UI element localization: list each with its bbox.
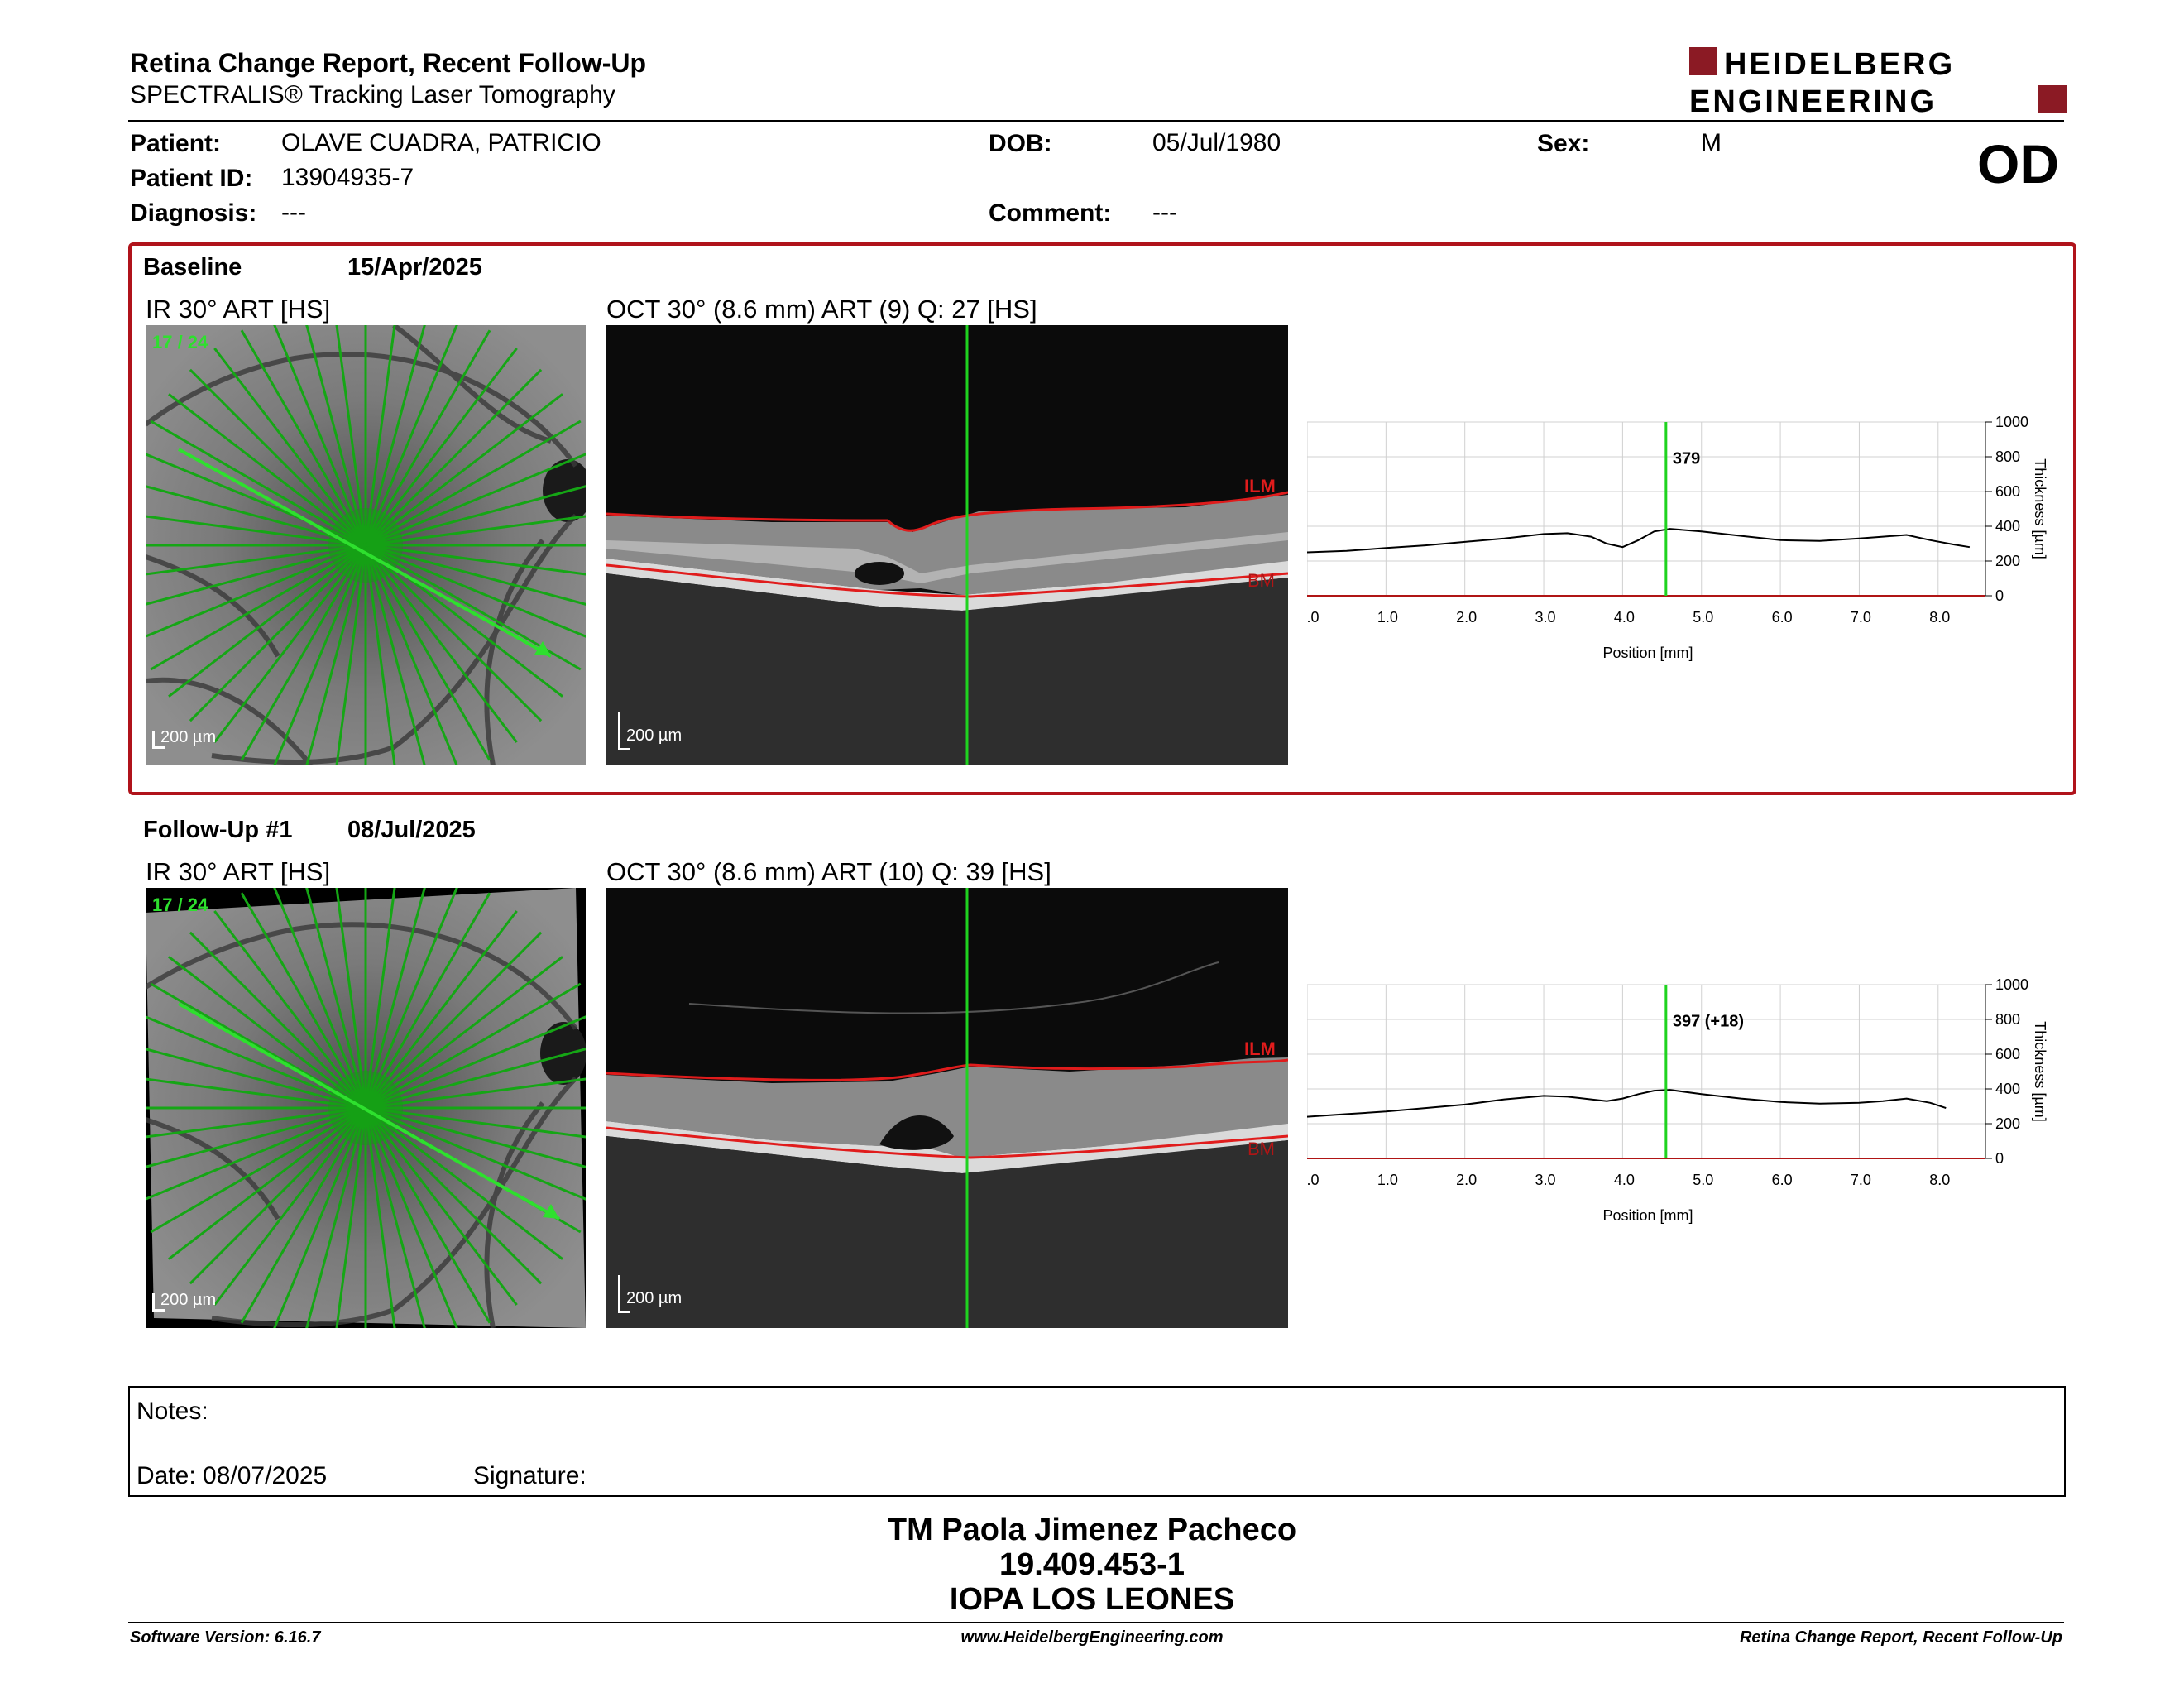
followup-ir-title: IR 30° ART [HS] <box>146 857 331 886</box>
footer-software-version: Software Version: 6.16.7 <box>130 1628 321 1647</box>
baseline-ir-scale: 200 µm <box>160 728 217 746</box>
followup-bm-label: BM <box>1248 1139 1275 1159</box>
baseline-label: Baseline <box>143 254 242 281</box>
notes-date: Date: 08/07/2025 <box>136 1462 328 1489</box>
followup-oct-image[interactable]: ILM BM 200 µm <box>606 888 1288 1328</box>
cursor-value-label: 397 (+18) <box>1673 1012 1744 1030</box>
followup-label: Follow-Up #1 <box>143 817 293 843</box>
thickness-line <box>1306 528 1971 554</box>
report-title: Retina Change Report, Recent Follow-Up <box>130 48 647 78</box>
y-tick-label: 400 <box>1995 1081 2020 1097</box>
comment-label: Comment: <box>989 199 1112 227</box>
notes-label: Notes: <box>136 1398 208 1425</box>
footer-report-name: Retina Change Report, Recent Follow-Up <box>1739 1628 2062 1647</box>
x-tick-label: 5.0 <box>1693 609 1713 626</box>
plot-area <box>1306 984 1986 1159</box>
comment-value: --- <box>1152 199 1177 226</box>
followup-oct-title: OCT 30° (8.6 mm) ART (10) Q: 39 [HS] <box>606 857 1051 886</box>
x-tick-label: 8.0 <box>1929 1172 1950 1188</box>
x-axis-label: Position [mm] <box>1602 645 1693 661</box>
baseline-oct-scale: 200 µm <box>626 727 682 745</box>
x-tick-label: 7.0 <box>1851 609 1871 626</box>
x-tick-label: 1.0 <box>1377 609 1398 626</box>
diagnosis-value: --- <box>281 199 306 226</box>
y-axis-label: Thickness [µm] <box>2032 1021 2048 1121</box>
sex-label: Sex: <box>1537 130 1590 157</box>
patient-label: Patient: <box>130 130 222 157</box>
thickness-line <box>1306 1089 1947 1118</box>
baseline-bm-label: BM <box>1248 570 1275 591</box>
x-tick-label: 2.0 <box>1456 1172 1477 1188</box>
baseline-scan-index: 17 / 24 <box>152 332 208 352</box>
y-tick-label: 200 <box>1995 553 2020 569</box>
footer-website[interactable]: www.HeidelbergEngineering.com <box>960 1628 1224 1647</box>
y-tick-label: 200 <box>1995 1115 2020 1132</box>
sex-value: M <box>1701 129 1722 156</box>
x-tick-label: 4.0 <box>1614 609 1635 626</box>
baseline-ir-title: IR 30° ART [HS] <box>146 295 331 324</box>
y-tick-label: 600 <box>1995 483 2020 500</box>
report-subtitle: SPECTRALIS® Tracking Laser Tomography <box>130 81 615 108</box>
followup-scan-index: 17 / 24 <box>152 894 208 915</box>
baseline-oct-image[interactable]: ILM BM 200 µm <box>606 325 1288 765</box>
y-tick-label: 400 <box>1995 518 2020 535</box>
dob-label: DOB: <box>989 130 1052 157</box>
x-tick-label: 5.0 <box>1693 1172 1713 1188</box>
y-axis-label: Thickness [µm] <box>2032 458 2048 559</box>
x-tick-label: 6.0 <box>1772 1172 1793 1188</box>
followup-thickness-chart: 0.0 1.0 2.0 3.0 4.0 5.0 6.0 7.0 8.0 0 200 400 600 800… <box>1298 976 2076 1245</box>
followup-ir-image[interactable]: 17 / 24 200 µm <box>146 888 586 1328</box>
eye-indicator: OD <box>1977 133 2059 194</box>
y-tick-label: 1000 <box>1995 414 2028 430</box>
x-tick-label: 4.0 <box>1614 1172 1635 1188</box>
logo-line2: ENGINEERING <box>1689 84 1937 119</box>
baseline-thickness-chart: 0.0 1.0 2.0 3.0 4.0 5.0 6.0 7.0 8.0 0 200 400 600 800… <box>1298 414 2076 683</box>
baseline-frame <box>128 242 2076 795</box>
notes-signature: Signature: <box>473 1462 587 1489</box>
baseline-oct-title: OCT 30° (8.6 mm) ART (9) Q: 27 [HS] <box>606 295 1037 324</box>
x-tick-label: 6.0 <box>1772 609 1793 626</box>
plot-area <box>1306 421 1986 597</box>
x-tick-label: 2.0 <box>1456 609 1477 626</box>
y-tick-label: 600 <box>1995 1046 2020 1062</box>
patient-name: OLAVE CUADRA, PATRICIO <box>281 129 601 156</box>
baseline-date: 15/Apr/2025 <box>347 254 482 281</box>
followup-ilm-label: ILM <box>1244 1038 1276 1059</box>
followup-oct-scale: 200 µm <box>626 1289 682 1307</box>
y-tick-label: 800 <box>1995 448 2020 465</box>
baseline-ir-image[interactable]: 17 / 24 200 µm <box>146 325 586 765</box>
x-tick-label: 3.0 <box>1535 609 1556 626</box>
y-tick-label: 1000 <box>1995 976 2028 993</box>
notes-box[interactable]: Notes: Date: 08/07/2025 Signature: <box>128 1386 2066 1497</box>
x-tick-label: 3.0 <box>1535 1172 1556 1188</box>
y-tick-label: 800 <box>1995 1011 2020 1028</box>
x-tick-label: 0.0 <box>1307 1172 1320 1188</box>
patient-id-label: Patient ID: <box>130 165 253 192</box>
x-axis-label: Position [mm] <box>1602 1207 1693 1224</box>
dob-value: 05/Jul/1980 <box>1152 129 1281 156</box>
followup-date: 08/Jul/2025 <box>347 817 476 843</box>
signer-name: TM Paola Jimenez Pacheco <box>887 1513 1297 1547</box>
heidelberg-logo: HEIDELBERG ENGINEERING <box>1689 46 2067 120</box>
signer-id: 19.409.453-1 <box>999 1547 1185 1582</box>
y-tick-label: 0 <box>1995 1150 2004 1167</box>
followup-ir-scale: 200 µm <box>160 1291 217 1309</box>
baseline-ilm-label: ILM <box>1244 476 1276 496</box>
diagnosis-label: Diagnosis: <box>130 199 257 227</box>
x-tick-label: 0.0 <box>1307 609 1320 626</box>
x-tick-label: 8.0 <box>1929 609 1950 626</box>
signer-org: IOPA LOS LEONES <box>949 1582 1235 1617</box>
logo-line1: HEIDELBERG <box>1724 47 1955 82</box>
x-tick-label: 7.0 <box>1851 1172 1871 1188</box>
x-tick-label: 1.0 <box>1377 1172 1398 1188</box>
y-tick-label: 0 <box>1995 587 2004 604</box>
patient-id: 13904935-7 <box>281 164 414 191</box>
cursor-value-label: 379 <box>1673 449 1700 468</box>
